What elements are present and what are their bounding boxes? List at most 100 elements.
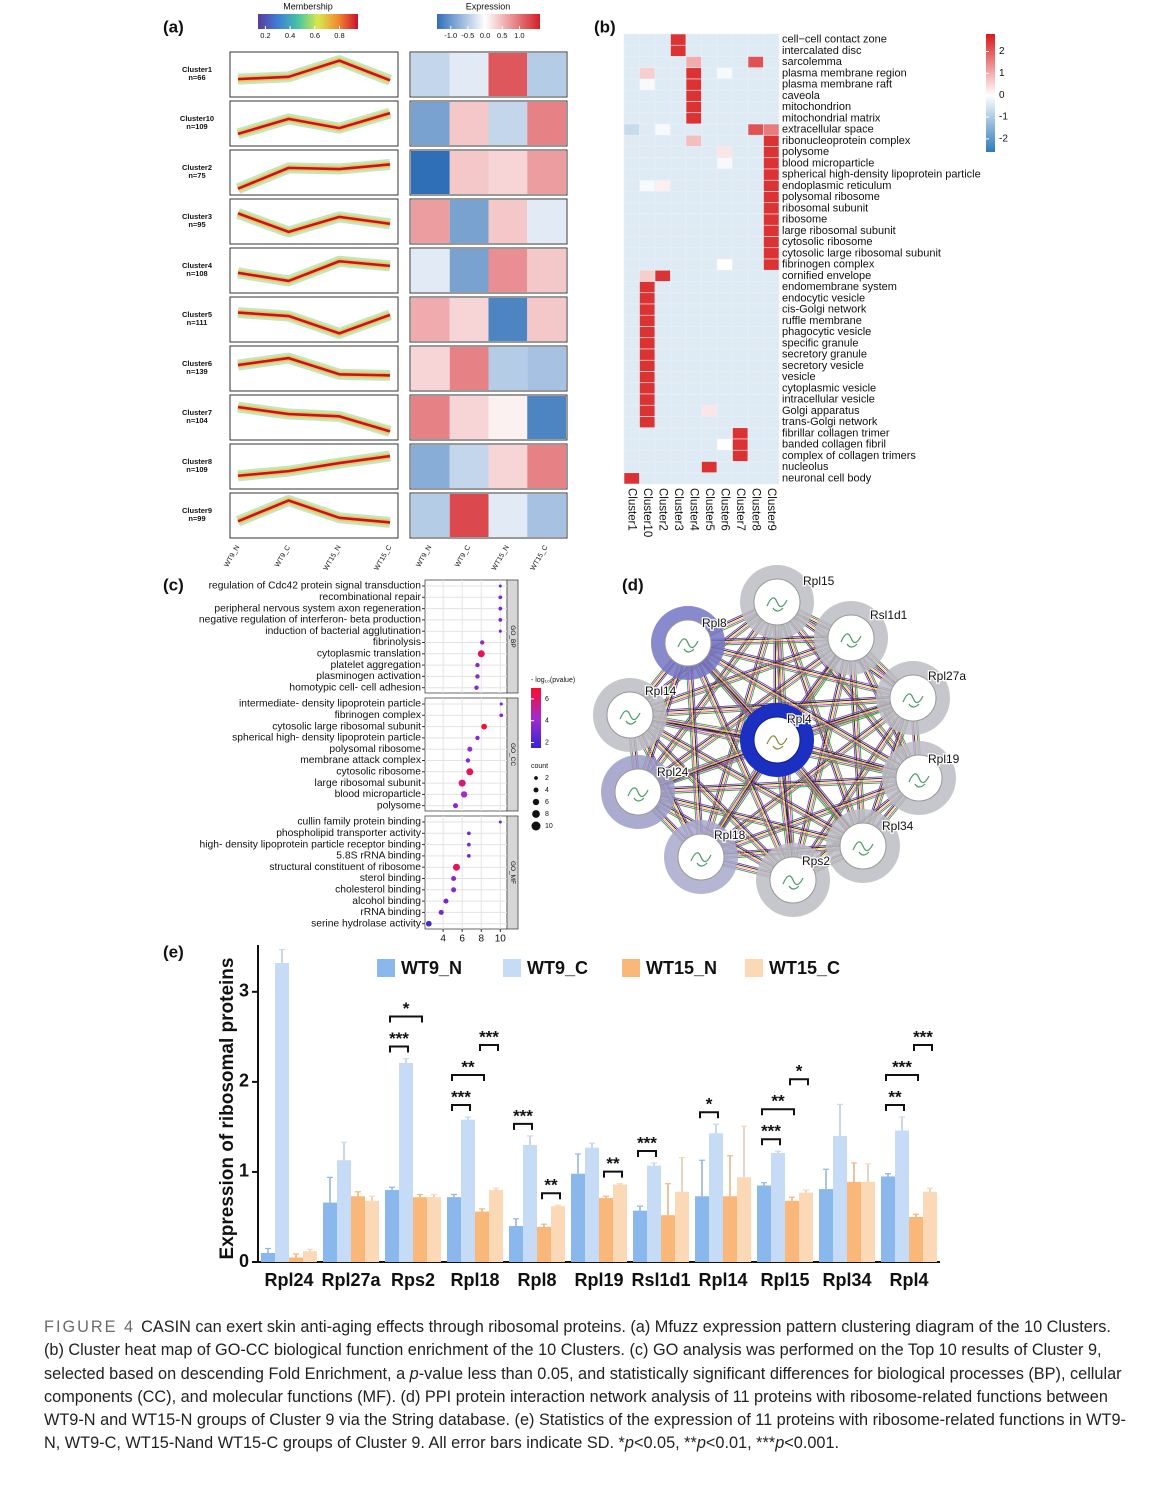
heatmap-cell: [701, 337, 718, 350]
heatmap-cell: [527, 53, 566, 96]
tick-label: 1.0: [514, 31, 524, 40]
row-label: neuronal cell body: [782, 472, 872, 484]
row-label: ribosomal subunit: [782, 202, 868, 214]
heatmap-cell: [701, 33, 718, 46]
figure-label: FIGURE 4: [44, 1318, 136, 1336]
row-label: ruffle membrane: [782, 315, 862, 327]
heatmap-cell: [527, 200, 566, 243]
bar: [523, 1144, 537, 1262]
heatmap-cell: [716, 427, 733, 440]
heatmap-cell: [747, 67, 764, 80]
heatmap-cell: [654, 461, 671, 474]
bar: [337, 1160, 351, 1262]
column-label: Cluster9: [765, 488, 777, 531]
sample-label: WT9_N: [223, 544, 241, 568]
bar: [475, 1211, 489, 1262]
heatmap-cell: [685, 67, 702, 80]
x-tick-label: Rpl34: [822, 1270, 871, 1290]
edge: [637, 601, 778, 793]
heatmap-cell: [747, 416, 764, 429]
heatmap-cell: [701, 112, 718, 125]
heatmap-cell: [747, 359, 764, 372]
heatmap-cell: [654, 359, 671, 372]
heatmap-cell: [732, 303, 749, 316]
node-structure: [690, 852, 712, 867]
term-label: intermediate- density lipoprotein partic…: [239, 699, 421, 710]
heatmap-cell: [639, 427, 656, 440]
heatmap-cell: [488, 53, 528, 96]
heatmap-cell: [685, 416, 702, 429]
term-label: blood microparticle: [335, 789, 422, 800]
heatmap-cell: [716, 213, 733, 226]
centroid-line: [237, 111, 391, 136]
edge: [687, 642, 794, 881]
heatmap-cell: [670, 191, 687, 204]
heatmap-cell: [685, 326, 702, 339]
heatmap-cell: [639, 326, 656, 339]
dot: [451, 887, 457, 893]
bar: [585, 1147, 599, 1262]
heatmap-cell: [670, 348, 687, 361]
bar: [847, 1181, 861, 1262]
heatmap-cell: [763, 281, 780, 294]
caption-text: CASIN can exert skin anti-aging effects …: [44, 1318, 1111, 1383]
heatmap-cell: [716, 146, 733, 159]
bar: [771, 1153, 785, 1262]
heatmap-cell: [449, 151, 489, 194]
heatmap-cell: [716, 101, 733, 114]
heatmap-cell: [716, 382, 733, 395]
heatmap-cell: [747, 56, 764, 69]
column-label: Cluster7: [734, 488, 746, 531]
sample-label: WT15_C: [373, 544, 393, 571]
heatmap-cell: [716, 78, 733, 91]
heatmap-cell: [701, 247, 718, 260]
heatmap-cell: [732, 438, 749, 451]
bar: [537, 1226, 551, 1262]
caption-text: p: [409, 1364, 419, 1383]
tick-label: 8: [545, 811, 549, 818]
heatmap-cell: [701, 326, 718, 339]
dot: [443, 898, 449, 904]
heatmap-cell: [685, 438, 702, 451]
heatmap-cell: [716, 56, 733, 69]
heatmap-cell: [732, 281, 749, 294]
heatmap-cell: [701, 382, 718, 395]
heatmap-cell: [747, 224, 764, 237]
heatmap-cell: [763, 67, 780, 80]
node-label: Rpl19: [928, 752, 960, 766]
heatmap-cell: [623, 337, 640, 350]
caption-text: <0.05, **: [633, 1434, 697, 1453]
heatmap-cell: [654, 269, 671, 282]
bar: [551, 1206, 565, 1262]
sample-label: WT9_C: [274, 544, 292, 568]
node-label: Rpl18: [714, 828, 746, 842]
row-label: cornified envelope: [782, 270, 871, 282]
heatmap-cell: [763, 382, 780, 395]
heatmap-cell: [701, 438, 718, 451]
edge: [688, 641, 914, 697]
significance-label: ***: [892, 1057, 912, 1076]
row-label: fibrillar collagen trimer: [782, 427, 890, 439]
heatmap-cell: [411, 396, 450, 439]
heatmap-cell: [763, 303, 780, 316]
heatmap-cell: [716, 191, 733, 204]
y-tick-label: 0: [239, 1251, 249, 1271]
x-tick-label: Rpl18: [450, 1270, 499, 1290]
sample-label: WT15_N: [323, 544, 343, 571]
heatmap-cell: [732, 359, 749, 372]
heatmap-cell: [716, 472, 733, 485]
x-tick-label: Rpl15: [760, 1270, 809, 1290]
heatmap-cell: [716, 33, 733, 46]
heatmap-cell: [623, 393, 640, 406]
y-tick-label: 1: [239, 1161, 249, 1181]
heatmap-cell: [654, 348, 671, 361]
bar: [861, 1181, 875, 1262]
bar: [365, 1200, 379, 1262]
edge: [687, 644, 913, 700]
heatmap-cell: [685, 134, 702, 147]
heatmap-cell: [701, 348, 718, 361]
legend-swatch: [745, 959, 763, 977]
heatmap-cell: [716, 202, 733, 215]
heatmap-cell: [763, 224, 780, 237]
y-tick-label: 3: [239, 981, 249, 1001]
